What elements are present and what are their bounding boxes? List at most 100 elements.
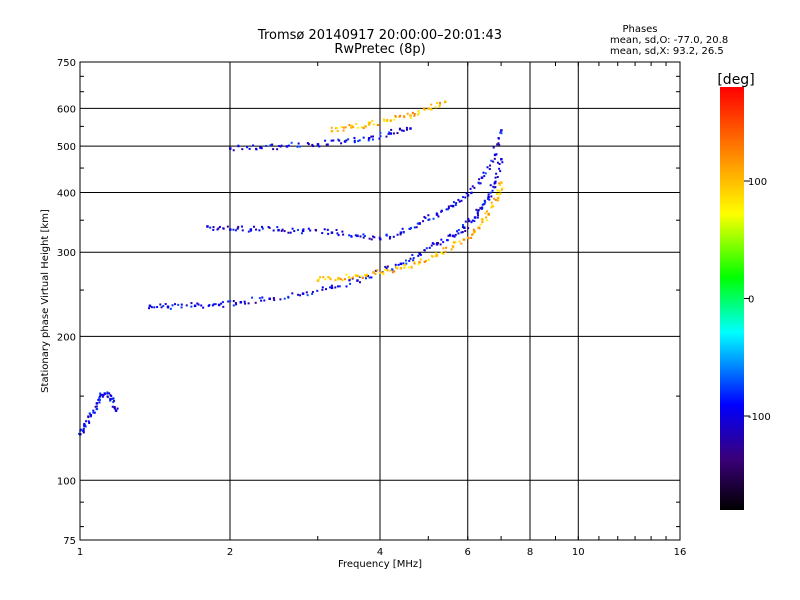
data-point-interp	[386, 118, 389, 121]
data-point	[427, 107, 430, 110]
data-point	[316, 143, 320, 146]
data-point-interp	[92, 411, 95, 414]
data-point-interp	[160, 306, 163, 309]
data-point-interp	[273, 299, 276, 302]
data-point-interp	[470, 221, 473, 224]
data-point-interp	[477, 214, 480, 217]
data-point	[114, 409, 118, 412]
data-point-interp	[260, 147, 263, 150]
data-point-interp	[353, 141, 356, 144]
data-point	[379, 271, 382, 275]
data-point-interp	[113, 406, 116, 409]
data-point-interp	[393, 118, 396, 121]
data-point-interp	[335, 228, 338, 231]
data-point-interp	[306, 142, 309, 145]
data-point-interp	[338, 285, 341, 288]
chart-subtitle: RwPretec (8p)	[334, 42, 425, 57]
data-point-interp	[87, 415, 90, 418]
data-point-interp	[435, 255, 438, 258]
data-point-interp	[484, 212, 487, 215]
data-point-interp	[110, 395, 113, 398]
data-point-interp	[423, 107, 426, 110]
data-point-interp	[358, 139, 361, 142]
data-point	[435, 213, 439, 216]
data-point-interp	[261, 225, 264, 228]
data-point-interp	[334, 286, 337, 289]
data-point-interp	[351, 277, 354, 280]
data-point-interp	[349, 282, 352, 285]
data-point-interp	[385, 267, 388, 270]
data-point-interp	[220, 302, 223, 305]
data-point-interp	[95, 405, 98, 408]
data-point-interp	[464, 196, 467, 199]
data-point-interp	[492, 205, 495, 208]
data-point	[268, 297, 271, 301]
data-point-interp	[319, 276, 322, 279]
data-point-interp	[217, 227, 220, 230]
data-point-interp	[428, 218, 431, 221]
data-point-interp	[492, 197, 495, 200]
data-point-interp	[394, 114, 397, 117]
data-point	[343, 140, 347, 143]
data-point-interp	[241, 148, 244, 151]
data-point-interp	[330, 284, 333, 287]
data-point-interp	[489, 191, 492, 194]
data-point-interp	[423, 108, 426, 111]
data-point-interp	[365, 275, 368, 278]
data-point-interp	[190, 305, 193, 308]
data-point	[399, 267, 403, 270]
data-point	[95, 402, 99, 405]
data-point	[418, 252, 421, 256]
data-point-interp	[363, 274, 366, 277]
data-point-interp	[382, 118, 385, 121]
data-point-interp	[362, 233, 365, 236]
data-point-interp	[486, 210, 489, 213]
data-point-interp	[316, 289, 319, 292]
data-point-interp	[469, 187, 472, 190]
data-point-interp	[480, 217, 483, 220]
chart-title: Tromsø 20140917 20:00:00–20:01:43	[257, 28, 502, 43]
data-point-interp	[321, 286, 324, 289]
data-point-interp	[85, 420, 88, 423]
data-point-interp	[457, 198, 460, 201]
data-point-interp	[461, 231, 464, 234]
data-point-interp	[222, 227, 225, 230]
data-point-interp	[355, 123, 358, 126]
data-point-interp	[405, 126, 408, 129]
data-point-interp	[278, 145, 281, 148]
data-point-interp	[296, 145, 299, 148]
y-tick-label: 500	[57, 142, 76, 153]
data-point-interp	[495, 172, 498, 175]
data-point-interp	[283, 230, 286, 233]
data-point-interp	[467, 237, 470, 240]
data-point-interp	[232, 304, 235, 307]
data-point-interp	[240, 225, 243, 228]
data-point-interp	[395, 266, 398, 269]
data-point-interp	[458, 200, 461, 203]
data-point-interp	[476, 210, 479, 213]
data-point-interp	[402, 129, 405, 132]
data-point-interp	[260, 299, 263, 302]
data-point-interp	[159, 303, 162, 306]
data-point-interp	[452, 201, 455, 204]
data-point-interp	[457, 232, 460, 235]
data-point	[500, 158, 503, 161]
data-point	[409, 114, 412, 117]
data-point-interp	[423, 215, 426, 218]
data-point-interp	[305, 291, 308, 294]
data-point	[480, 176, 484, 179]
data-point-interp	[340, 142, 343, 145]
data-point-interp	[356, 126, 359, 129]
data-point-interp	[417, 110, 420, 113]
data-point-interp	[501, 187, 504, 190]
data-point-interp	[428, 246, 431, 249]
data-point-interp	[379, 131, 382, 134]
data-point-interp	[446, 208, 449, 211]
data-point	[259, 146, 262, 149]
data-point-interp	[495, 192, 498, 195]
data-point-interp	[237, 225, 240, 228]
data-point-interp	[412, 257, 415, 260]
x-tick-label: 1	[77, 547, 83, 558]
data-point-interp	[222, 305, 225, 308]
data-point-interp	[88, 421, 91, 424]
